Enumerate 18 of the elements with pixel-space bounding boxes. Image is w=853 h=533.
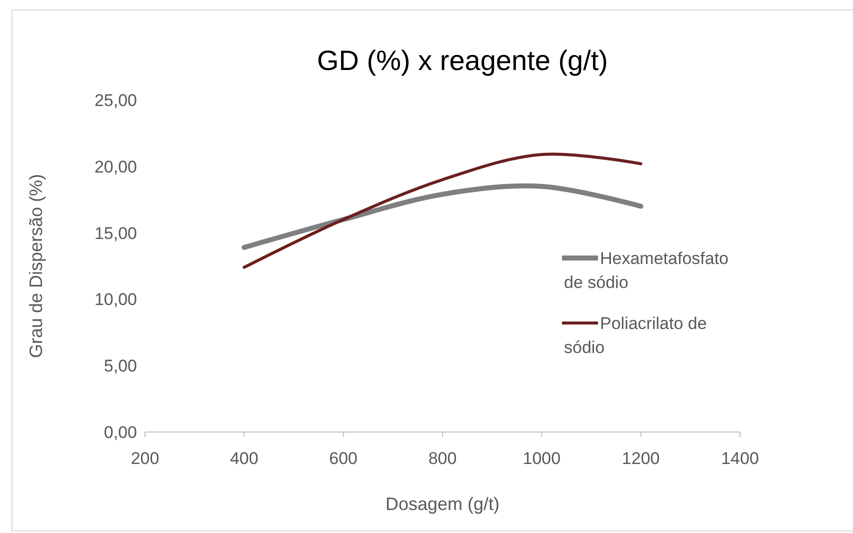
x-tick-label: 1400 [721, 449, 759, 468]
y-tick-label: 5,00 [104, 356, 137, 376]
legend-label: Poliacrilato de sódio [564, 314, 707, 357]
x-tick-label: 1200 [622, 449, 660, 468]
x-tick-label: 200 [130, 449, 160, 468]
x-tick-label: 400 [230, 449, 258, 468]
y-axis-title: Grau de Dispersão (%) [26, 174, 46, 358]
y-tick-label: 25,00 [94, 91, 137, 110]
y-tick-label: 20,00 [94, 157, 137, 176]
chart-title: GD (%) x reagente (g/t) [317, 45, 608, 76]
legend-label: Hexametafosfato de sódio [564, 249, 729, 292]
y-tick-label: 0,00 [104, 423, 137, 442]
x-tick-label: 1000 [522, 449, 561, 468]
x-tick-label: 800 [428, 449, 457, 468]
y-tick-label: 15,00 [94, 224, 137, 243]
y-tick-label: 10,00 [94, 290, 137, 310]
x-axis-title: Dosagem (g/t) [385, 494, 500, 514]
x-tick-label: 600 [329, 449, 358, 468]
